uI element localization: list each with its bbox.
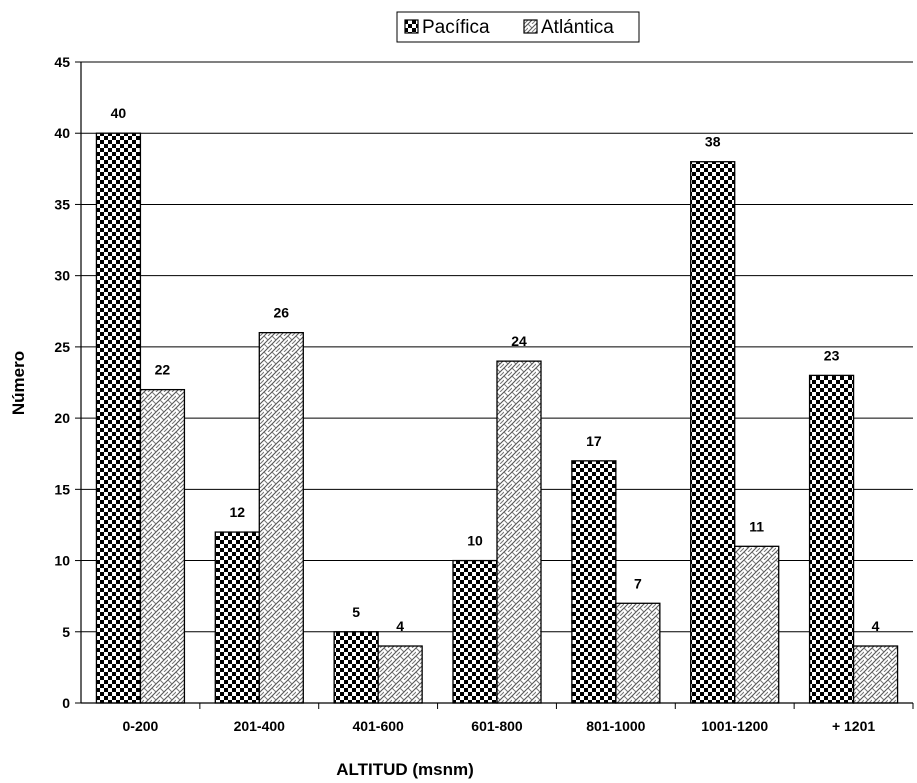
legend-label-pacifica: Pacífica: [422, 17, 490, 38]
data-label: 22: [155, 362, 171, 378]
bar: [571, 460, 617, 704]
data-label: 7: [634, 575, 642, 591]
y-axis-title: Número: [9, 351, 28, 415]
data-label: 4: [396, 618, 404, 634]
data-label: 24: [511, 333, 527, 349]
x-tick-label: 0-200: [123, 718, 159, 734]
data-label: 11: [749, 518, 764, 534]
y-tick-label: 40: [54, 125, 70, 141]
bar: [139, 388, 186, 704]
bar: [852, 645, 899, 704]
data-label: 26: [273, 305, 289, 321]
data-label: 23: [824, 347, 840, 363]
x-tick-label: 401-600: [352, 718, 404, 734]
bar: [95, 132, 142, 704]
x-axis-title: ALTITUD (msnm): [336, 760, 474, 779]
data-label: 12: [229, 504, 245, 520]
bar: [690, 161, 736, 704]
data-label: 40: [111, 105, 127, 121]
x-tick-labels: 0-200 201-400 401-600 601-800 801-1000 1001-1…: [123, 718, 876, 734]
bar: [734, 545, 780, 704]
x-tick-label: 601-800: [471, 718, 523, 734]
bar: [615, 602, 661, 704]
bar: [452, 559, 498, 704]
legend: Pacífica Atlántica: [396, 11, 640, 43]
legend-label-atlantica: Atlántica: [541, 17, 614, 38]
x-tick-label: + 1201: [832, 718, 875, 734]
y-tick-label: 30: [54, 268, 70, 284]
y-tick-label: 25: [54, 339, 70, 355]
y-tick-label: 10: [54, 553, 70, 569]
y-tick-label: 20: [54, 410, 70, 426]
bar: [258, 331, 304, 704]
x-tick-label: 801-1000: [586, 718, 645, 734]
y-tick-labels: 0 5 10 15 20 25 30 35 40 45: [54, 54, 70, 711]
bars: [95, 132, 899, 704]
y-tick-label: 0: [62, 695, 70, 711]
y-tick-label: 15: [54, 481, 70, 497]
axes: [75, 61, 914, 709]
y-tick-label: 5: [62, 624, 70, 640]
bar: [333, 631, 379, 704]
data-label: 38: [705, 134, 721, 150]
data-label: 4: [872, 618, 880, 634]
bar: [214, 531, 260, 704]
x-tick-label: 1001-1200: [701, 718, 768, 734]
legend-swatch-pacifica: [404, 19, 419, 34]
y-tick-label: 45: [54, 54, 70, 70]
bar: [496, 360, 542, 704]
data-label: 5: [352, 604, 360, 620]
data-label: 10: [467, 533, 483, 549]
y-tick-label: 35: [54, 196, 70, 212]
bar: [808, 374, 855, 704]
x-tick-label: 201-400: [234, 718, 286, 734]
legend-box: [396, 11, 640, 43]
data-labels: 40 22 12 26 5 4 10 24 17 7 38 11 23 4: [111, 105, 880, 634]
legend-swatch-atlantica: [523, 19, 538, 34]
data-label: 17: [586, 433, 602, 449]
bar: [377, 645, 423, 704]
